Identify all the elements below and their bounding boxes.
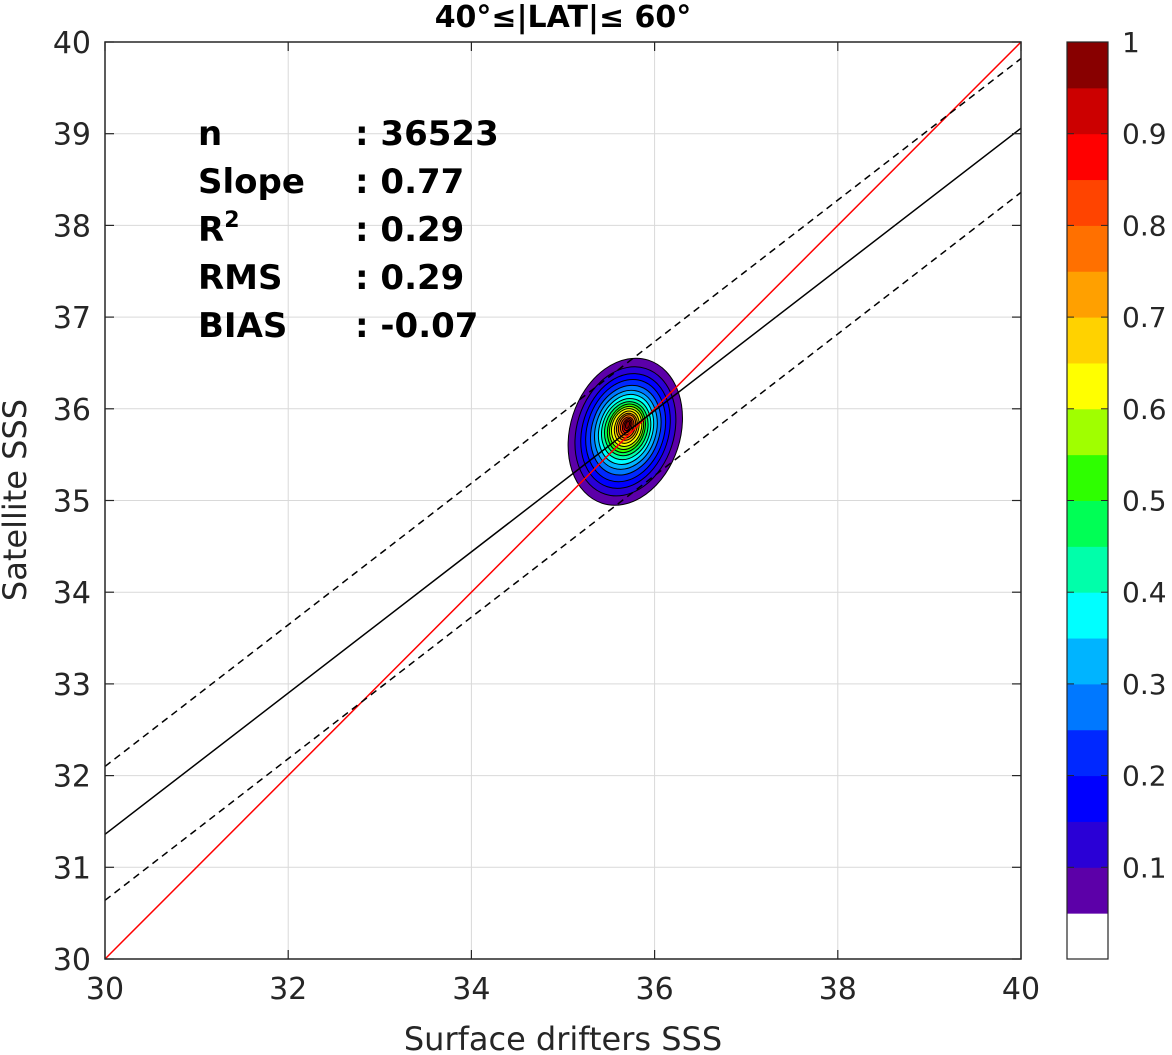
y-tick-label: 30 xyxy=(53,943,91,978)
colorbar-segment xyxy=(1067,133,1108,181)
colorbar-tick-label: 0.3 xyxy=(1122,668,1167,701)
y-axis-label: Satellite SSS xyxy=(0,399,34,601)
stat-value: : 0.29 xyxy=(355,210,464,250)
colorbar-segment xyxy=(1067,775,1108,822)
stat-superscript: 2 xyxy=(224,208,239,233)
stat-value: : 36523 xyxy=(355,114,499,154)
axis-ticks xyxy=(104,41,1022,960)
stat-value: : 0.29 xyxy=(355,258,464,298)
colorbar-segment xyxy=(1067,408,1108,456)
colorbar-tick-label: 0.2 xyxy=(1122,760,1167,793)
colorbar-segment xyxy=(1067,87,1108,135)
y-tick-label: 34 xyxy=(53,576,91,611)
y-tick-label: 40 xyxy=(53,26,91,61)
colorbar-segment xyxy=(1067,225,1108,272)
colorbar-segment xyxy=(1067,867,1108,914)
colorbar-segment xyxy=(1067,500,1108,547)
colorbar-segment xyxy=(1067,271,1108,318)
identity-line xyxy=(105,42,1021,959)
colorbar-segment xyxy=(1067,821,1108,868)
colorbar-segment xyxy=(1067,42,1108,89)
x-tick-label: 34 xyxy=(452,972,490,1007)
colorbar-tick-label: 0.5 xyxy=(1122,485,1167,518)
grid-lines xyxy=(104,41,1022,960)
colorbar-segment xyxy=(1067,454,1108,501)
colorbar-tick-label: 0.7 xyxy=(1122,301,1167,334)
colorbar-segment xyxy=(1067,546,1108,593)
x-tick-label: 36 xyxy=(636,972,674,1007)
y-tick-label: 33 xyxy=(53,668,91,703)
colorbar-segment xyxy=(1067,913,1108,960)
stat-value: : -0.07 xyxy=(355,306,478,346)
colorbar: 0.1 0.2 0.3 0.4 0.5 0.6 0.7 0.8 0.9 1 xyxy=(1066,26,1167,960)
colorbar-segment xyxy=(1067,683,1108,731)
y-tick-label: 39 xyxy=(53,118,91,153)
y-tick-label: 36 xyxy=(53,393,91,428)
y-tick-label: 31 xyxy=(53,851,91,886)
colorbar-segment xyxy=(1067,592,1108,639)
colorbar-tick-label: 0.4 xyxy=(1122,576,1167,609)
y-tick-label: 37 xyxy=(53,301,91,336)
y-tick-label: 32 xyxy=(53,760,91,795)
regression-plus-line xyxy=(105,57,1021,768)
colorbar-segment xyxy=(1067,638,1108,685)
y-tick-label: 38 xyxy=(53,209,91,244)
colorbar-segment xyxy=(1067,179,1108,226)
contour-level xyxy=(624,420,631,429)
colorbar-tick-label: 0.9 xyxy=(1122,118,1167,151)
colorbar-segment xyxy=(1067,729,1108,777)
stat-label: RMS xyxy=(198,258,283,298)
colorbar-tick-label: 0.1 xyxy=(1122,851,1167,884)
stat-label: Slope xyxy=(198,162,305,202)
chart-title: 40°≤|LAT|≤ 60° xyxy=(435,0,692,35)
stat-value: : 0.77 xyxy=(355,162,464,202)
regression-line xyxy=(105,127,1021,835)
x-axis-label: Surface drifters SSS xyxy=(404,1020,722,1055)
colorbar-tick-label: 0.6 xyxy=(1122,393,1167,426)
stat-label: n xyxy=(198,114,222,154)
fit-lines xyxy=(105,42,1021,959)
axis-tick-labels: 30 32 34 36 38 40 30 31 32 33 34 35 36 37 38 39 40 xyxy=(53,26,1040,1007)
y-tick-label: 35 xyxy=(53,485,91,520)
density-contours xyxy=(567,357,683,506)
regression-minus-line xyxy=(105,191,1021,901)
x-tick-label: 40 xyxy=(1002,972,1040,1007)
x-tick-label: 32 xyxy=(269,972,307,1007)
x-tick-label: 38 xyxy=(819,972,857,1007)
colorbar-segment xyxy=(1067,362,1108,410)
colorbar-tick-label: 1 xyxy=(1122,26,1140,59)
stat-label: BIAS xyxy=(198,306,287,346)
colorbar-tick-label: 0.8 xyxy=(1122,209,1167,242)
x-tick-label: 30 xyxy=(86,972,124,1007)
colorbar-segment xyxy=(1067,317,1108,364)
